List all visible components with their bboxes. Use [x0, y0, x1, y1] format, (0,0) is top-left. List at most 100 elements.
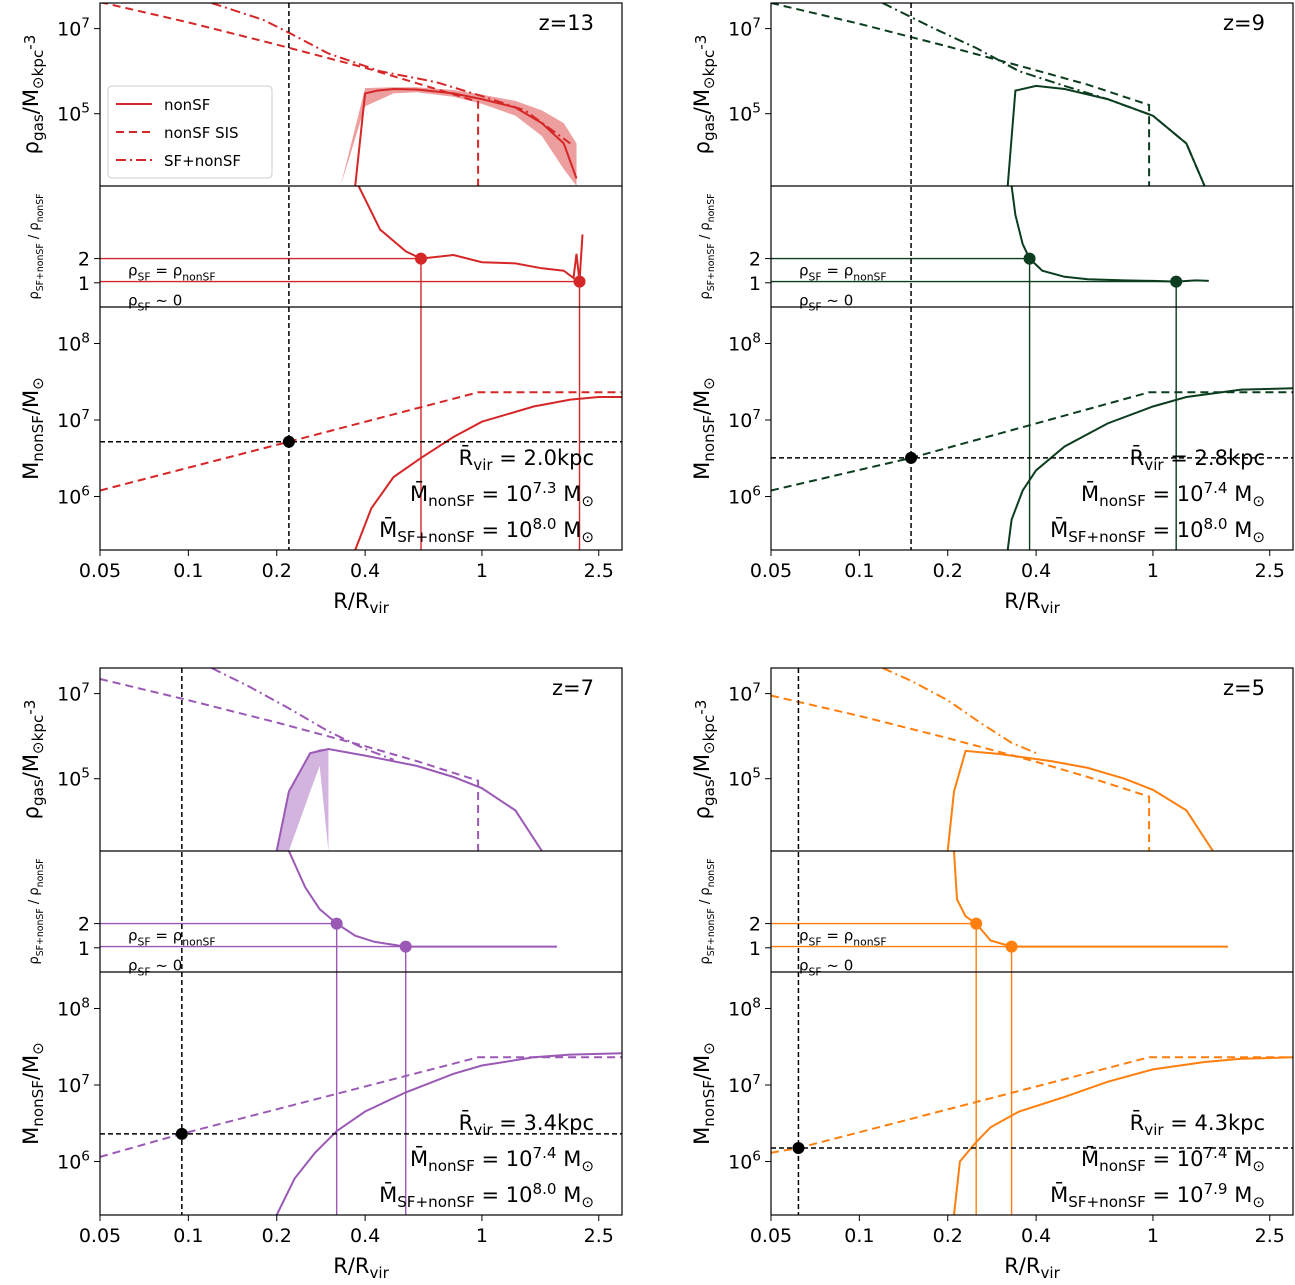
series-nonSF-SIS — [771, 694, 1151, 851]
x-tick-label: 2.5 — [584, 560, 614, 582]
subplot-z=7: ρSF = ρnonSF ρSF ~ 0 z=7 R̄vir = 3.4kpc M̄no… — [19, 667, 623, 1282]
series-SIS-mass — [100, 391, 622, 492]
x-tick-label: 0.2 — [262, 1225, 292, 1247]
mass-marker — [905, 451, 918, 464]
r-vir-label: R̄vir = 2.8kpc — [1130, 445, 1265, 474]
legend: nonSF nonSF SIS SF+nonSF — [107, 85, 273, 179]
series-ratio — [287, 851, 557, 948]
x-tick-label: 0.2 — [933, 1225, 963, 1247]
y-tick-label: 105 — [728, 101, 761, 126]
mass-y-label: MnonSF/M⊙ — [19, 377, 47, 480]
m-total-label: M̄SF+nonSF = 108.0 M⊙ — [379, 1180, 594, 1211]
y-tick-label: 106 — [728, 484, 761, 509]
legend-box — [107, 85, 273, 179]
series-SF+nonSF — [211, 3, 571, 145]
x-tick-label: 0.4 — [1021, 560, 1051, 582]
y-tick-label: 2 — [749, 249, 761, 271]
rho-y-label: ρgas/M⊙kpc-3 — [690, 35, 718, 155]
x-axis-label: R/Rvir — [333, 589, 389, 617]
ratio-marker — [399, 940, 412, 953]
label-zero: ρSF ~ 0 — [799, 957, 853, 979]
series-ratio — [953, 851, 1228, 948]
label-equal: ρSF = ρnonSF — [799, 927, 887, 949]
x-tick-label: 2.5 — [1255, 1225, 1285, 1247]
frame — [99, 667, 623, 1216]
series-ratio — [357, 186, 584, 282]
series-ratio — [1010, 186, 1209, 283]
y-tick-label: 106 — [728, 1149, 761, 1174]
ratio-marker — [970, 917, 983, 930]
redshift-label: z=5 — [1223, 676, 1265, 700]
mass-marker — [792, 1142, 805, 1155]
y-tick-label: 107 — [728, 681, 761, 706]
y-tick-label: 2 — [749, 914, 761, 936]
series-SIS-mass — [100, 1056, 622, 1158]
redshift-label: z=7 — [552, 676, 594, 700]
rho-y-label: ρgas/M⊙kpc-3 — [690, 700, 718, 820]
label-zero: ρSF ~ 0 — [128, 292, 182, 314]
mass-y-label: MnonSF/M⊙ — [19, 1042, 47, 1145]
x-tick-label: 0.4 — [1021, 1225, 1051, 1247]
y-tick-label: 108 — [728, 331, 761, 356]
x-tick-label: 2.5 — [1255, 560, 1285, 582]
x-tick-label: 1 — [476, 560, 488, 582]
scatter-band — [340, 87, 577, 186]
mass-y-label: MnonSF/M⊙ — [690, 1042, 718, 1145]
x-tick-label: 0.1 — [173, 1225, 203, 1247]
y-tick-label: 2 — [78, 249, 90, 271]
y-tick-label: 105 — [57, 766, 90, 791]
y-tick-label: 1 — [749, 938, 761, 960]
ratio-marker — [1005, 940, 1018, 953]
ratio-y-label: ρSF+nonSF / ρnonSF — [698, 193, 717, 299]
series-SIS-mass — [771, 1056, 1293, 1154]
label-equal: ρSF = ρnonSF — [128, 262, 216, 284]
label-zero: ρSF ~ 0 — [128, 957, 182, 979]
y-tick-label: 107 — [57, 681, 90, 706]
ratio-marker — [414, 252, 427, 265]
ratio-y-label: ρSF+nonSF / ρnonSF — [27, 858, 46, 964]
x-axis-label: R/Rvir — [1004, 1254, 1060, 1282]
x-axis-label: R/Rvir — [1004, 589, 1060, 617]
series-nonSF-SIS — [100, 3, 480, 186]
series-nonSF-mass — [354, 396, 622, 550]
y-tick-label: 107 — [57, 16, 90, 41]
x-tick-label: 1 — [476, 1225, 488, 1247]
x-tick-label: 0.4 — [350, 560, 380, 582]
ratio-marker — [1170, 275, 1183, 288]
x-tick-label: 0.05 — [79, 560, 121, 582]
y-tick-label: 108 — [57, 331, 90, 356]
y-tick-label: 105 — [57, 101, 90, 126]
x-tick-label: 0.05 — [79, 1225, 121, 1247]
m-total-label: M̄SF+nonSF = 108.0 M⊙ — [379, 515, 594, 546]
label-equal: ρSF = ρnonSF — [128, 927, 216, 949]
y-tick-label: 106 — [57, 1149, 90, 1174]
series-nonSF — [1006, 84, 1206, 186]
y-tick-label: 108 — [57, 996, 90, 1021]
m-total-label: M̄SF+nonSF = 107.9 M⊙ — [1050, 1180, 1265, 1211]
y-tick-label: 107 — [728, 407, 761, 432]
legend-label: nonSF SIS — [164, 124, 239, 142]
legend-label: nonSF — [164, 96, 210, 114]
ratio-marker — [573, 275, 586, 288]
ratio-y-label: ρSF+nonSF / ρnonSF — [698, 858, 717, 964]
x-tick-label: 0.05 — [750, 1225, 792, 1247]
m-nonsf-label: M̄nonSF = 107.4 M⊙ — [1081, 479, 1265, 510]
y-tick-label: 108 — [728, 996, 761, 1021]
scatter-band — [276, 748, 329, 851]
ratio-marker — [1023, 252, 1036, 265]
series-nonSF — [275, 747, 543, 851]
frame — [99, 2, 623, 551]
x-axis-label: R/Rvir — [333, 1254, 389, 1282]
r-vir-label: R̄vir = 4.3kpc — [1130, 1110, 1265, 1139]
m-nonsf-label: M̄nonSF = 107.4 M⊙ — [410, 1144, 594, 1175]
label-zero: ρSF ~ 0 — [799, 292, 853, 314]
x-tick-label: 0.05 — [750, 560, 792, 582]
rho-y-label: ρgas/M⊙kpc-3 — [19, 700, 47, 820]
r-vir-label: R̄vir = 3.4kpc — [459, 1110, 594, 1139]
series-nonSF-SIS — [771, 3, 1151, 186]
x-tick-label: 2.5 — [584, 1225, 614, 1247]
y-tick-label: 1 — [78, 273, 90, 295]
x-tick-label: 0.4 — [350, 1225, 380, 1247]
m-nonsf-label: M̄nonSF = 107.3 M⊙ — [410, 479, 594, 510]
